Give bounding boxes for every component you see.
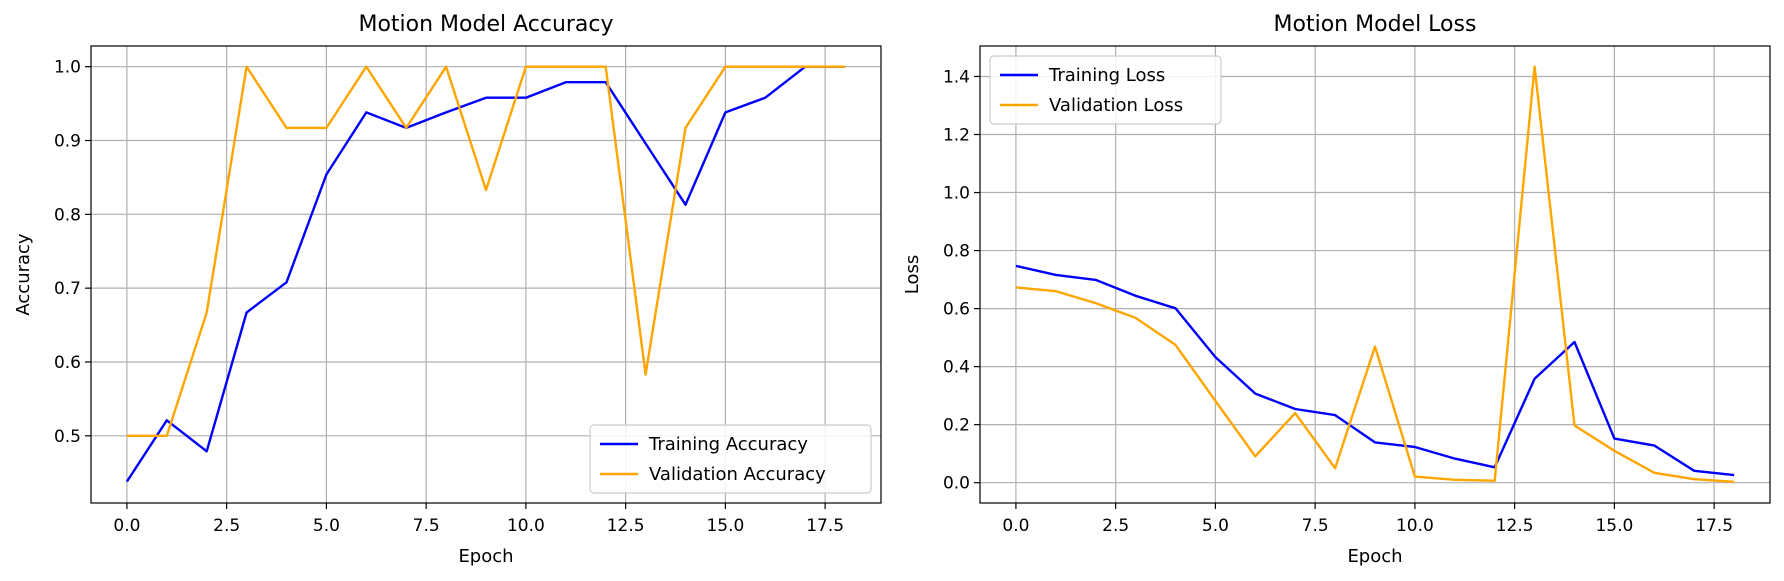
accuracy-x-tick-label: 12.5 — [607, 516, 645, 536]
accuracy-x-tick-label: 7.5 — [413, 516, 440, 536]
loss-x-tick-label: 5.0 — [1202, 516, 1229, 536]
accuracy-legend-label: Training Accuracy — [648, 434, 808, 455]
accuracy-chart: Motion Model Accuracy Epoch Accuracy 0.0… — [13, 12, 882, 567]
accuracy-x-tick-label: 5.0 — [313, 516, 340, 536]
accuracy-legend-label: Validation Accuracy — [649, 464, 826, 485]
accuracy-series-training-line — [125, 65, 846, 483]
accuracy-y-tick-label: 0.8 — [54, 205, 81, 225]
accuracy-x-tick-label: 17.5 — [806, 516, 844, 536]
accuracy-plot-frame — [90, 45, 882, 504]
accuracy-x-tick-label: 2.5 — [213, 516, 240, 536]
accuracy-y-tick-label: 0.9 — [54, 132, 81, 152]
loss-series-validation-line — [1015, 65, 1735, 483]
loss-chart: Motion Model Loss Epoch Loss 0.0 2.5 5.0 7.… — [902, 12, 1771, 567]
loss-x-tick-label: 12.5 — [1496, 516, 1534, 536]
loss-legend-box — [989, 55, 1222, 125]
loss-x-tick-label: 0.0 — [1002, 516, 1029, 536]
loss-y-tick-label: 1.4 — [943, 67, 970, 87]
loss-y-tick-label: 0.8 — [943, 242, 970, 262]
accuracy-y-axis-label: Accuracy — [13, 233, 34, 316]
loss-x-tick-label: 10.0 — [1396, 516, 1434, 536]
loss-x-tick-label: 17.5 — [1695, 516, 1733, 536]
loss-y-tick-label: 1.2 — [943, 125, 970, 145]
accuracy-x-tick-label: 0.0 — [113, 516, 140, 536]
loss-x-tick-label: 15.0 — [1595, 516, 1633, 536]
loss-legend-label: Training Loss — [1048, 65, 1165, 86]
accuracy-y-tick-label: 0.7 — [54, 279, 81, 299]
loss-x-tick-label: 2.5 — [1102, 516, 1129, 536]
loss-plot-frame — [979, 45, 1771, 504]
loss-y-tick-label: 0.2 — [943, 416, 970, 436]
loss-x-axis-label: Epoch — [1347, 546, 1402, 567]
accuracy-legend-box — [589, 424, 872, 494]
accuracy-y-tick-label: 0.6 — [54, 353, 81, 373]
accuracy-x-tick-label: 10.0 — [507, 516, 545, 536]
loss-legend: Training Loss Validation Loss — [989, 55, 1222, 125]
accuracy-x-tick-label: 15.0 — [706, 516, 744, 536]
accuracy-y-tick-label: 0.5 — [54, 427, 81, 447]
loss-y-tick-label: 0.4 — [943, 358, 970, 378]
loss-legend-label: Validation Loss — [1049, 95, 1183, 116]
accuracy-legend: Training Accuracy Validation Accuracy — [589, 424, 872, 494]
accuracy-x-axis-label: Epoch — [458, 546, 513, 567]
loss-series-training-line — [1015, 264, 1735, 477]
accuracy-series-validation-line — [126, 65, 846, 437]
loss-y-tick-label: 0.0 — [943, 474, 970, 494]
loss-y-axis-label: Loss — [902, 255, 923, 294]
accuracy-chart-title: Motion Model Accuracy — [358, 12, 613, 37]
loss-chart-title: Motion Model Loss — [1274, 12, 1477, 37]
accuracy-y-tick-label: 1.0 — [54, 58, 81, 78]
loss-x-tick-label: 7.5 — [1302, 516, 1329, 536]
loss-y-tick-label: 0.6 — [943, 300, 970, 320]
loss-y-tick-label: 1.0 — [943, 184, 970, 204]
